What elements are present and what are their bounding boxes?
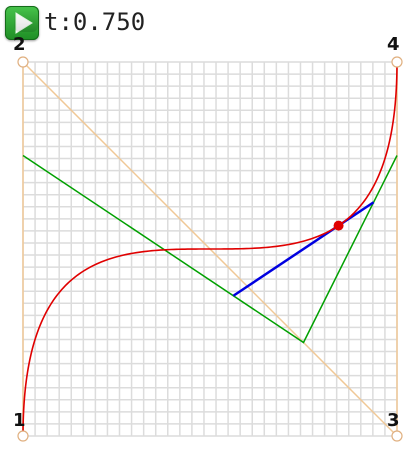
t-value: 0.750: [72, 8, 146, 36]
control-point-3-label: 3: [387, 410, 400, 431]
t-readout: t:0.750: [44, 8, 145, 36]
control-point-1-handle[interactable]: [17, 430, 29, 442]
curve-point: [333, 220, 344, 231]
control-point-2-handle[interactable]: [17, 56, 29, 68]
control-point-1-label: 1: [13, 410, 26, 431]
control-point-4-label: 4: [387, 34, 400, 55]
construction-line-level2: [232, 201, 375, 297]
control-point-4-handle[interactable]: [391, 56, 403, 68]
control-point-2-label: 2: [13, 34, 26, 55]
t-label: t:: [44, 8, 73, 36]
play-button[interactable]: [5, 6, 39, 40]
construction-lines-level1: [22, 154, 398, 344]
grid: [22, 61, 398, 437]
bezier-curve: [22, 61, 398, 437]
control-point-3-handle[interactable]: [391, 430, 403, 442]
